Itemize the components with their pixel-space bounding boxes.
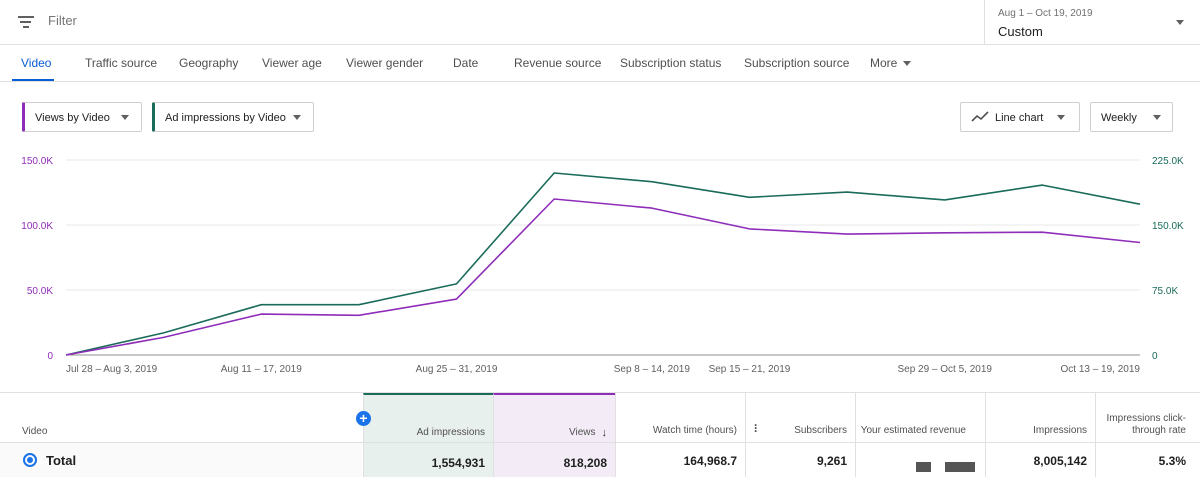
column-header-ad-impressions: Ad impressions (416, 427, 485, 438)
total-ctr: 5.3% (1158, 453, 1186, 468)
primary-metric-label: Views by Video (35, 112, 110, 124)
series-line-ad-impressions (65, 172, 1141, 356)
y-right-tick-label: 0 (1152, 351, 1158, 362)
column-header-watch-time: Watch time (hours) (652, 425, 737, 436)
sort-descending-icon: ↓ (601, 427, 608, 439)
tab-subscription-status[interactable]: Subscription status (620, 56, 722, 70)
total-label: Total (46, 453, 77, 468)
tab-date[interactable]: Date (453, 56, 479, 70)
redacted-value (945, 462, 975, 472)
y-left-tick-label: 0 (47, 351, 53, 362)
tab-more-label: More (870, 56, 898, 70)
chart-type-label: Line chart (995, 112, 1044, 124)
chevron-down-icon (1153, 115, 1161, 120)
tab-viewer-age[interactable]: Viewer age (262, 56, 322, 70)
column-header-views: Views (569, 427, 596, 438)
tab-more[interactable]: More (870, 56, 912, 70)
interval-label: Weekly (1101, 112, 1137, 124)
date-range-preset: Custom (998, 24, 1043, 39)
column-header-views-wrap: Views ↓ (494, 395, 607, 445)
total-row (0, 443, 362, 477)
column-ad-impressions[interactable]: Ad impressions 1,554,931 (363, 393, 493, 477)
active-tab-indicator (12, 79, 54, 81)
chart-type-select[interactable]: Line chart (960, 102, 1080, 132)
y-left-tick-label: 100.0K (21, 221, 53, 232)
column-ctr[interactable]: Impressions click-through rate 5.3% (1095, 393, 1200, 477)
metrics-table: Ad impressions 1,554,931 Views ↓ 818,208… (0, 392, 1200, 477)
chevron-down-icon (1176, 20, 1184, 25)
y-left-tick-label: 150.0K (21, 156, 53, 167)
y-right-tick-label: 150.0K (1152, 221, 1184, 232)
column-views[interactable]: Views ↓ 818,208 (493, 393, 615, 477)
column-header-ctr: Impressions click-through rate (1106, 413, 1186, 436)
secondary-metric-select[interactable]: Ad impressions by Video (152, 102, 314, 132)
add-metric-button[interactable]: + (356, 411, 371, 426)
column-estimated-revenue[interactable]: Your estimated revenue (855, 393, 985, 477)
total-radio[interactable] (23, 453, 37, 467)
x-tick-label: Oct 13 – 19, 2019 (1060, 364, 1140, 375)
tab-subscription-source[interactable]: Subscription source (744, 56, 850, 70)
x-tick-label: Sep 29 – Oct 5, 2019 (897, 364, 992, 375)
total-impressions: 8,005,142 (1033, 453, 1087, 468)
y-right-tick-label: 225.0K (1152, 156, 1184, 167)
column-header-subscribers: Subscribers (794, 425, 847, 436)
row-divider (0, 442, 1200, 443)
chevron-down-icon (1057, 115, 1065, 120)
chevron-down-icon (293, 115, 301, 120)
column-header-video: Video (22, 426, 48, 437)
tab-revenue-source[interactable]: Revenue source (514, 56, 602, 70)
date-range-text: Aug 1 – Oct 19, 2019 (998, 8, 1093, 19)
secondary-metric-label: Ad impressions by Video (165, 112, 286, 124)
dimension-tabs: Video Traffic source Geography Viewer ag… (0, 45, 1200, 82)
tab-video[interactable]: Video (21, 56, 52, 70)
x-tick-label: Aug 25 – 31, 2019 (416, 364, 498, 375)
chevron-down-icon (903, 61, 912, 66)
total-watch-time: 164,968.7 (683, 453, 737, 468)
x-tick-label: Sep 15 – 21, 2019 (709, 364, 791, 375)
filter-icon[interactable] (18, 15, 34, 29)
x-tick-label: Sep 8 – 14, 2019 (614, 364, 691, 375)
chevron-down-icon (121, 115, 129, 120)
more-vert-icon[interactable]: · · · (754, 418, 758, 438)
redacted-value (916, 462, 931, 472)
total-views: 818,208 (563, 455, 607, 470)
y-left-tick-label: 50.0K (27, 286, 53, 297)
tab-traffic-source[interactable]: Traffic source (85, 56, 158, 70)
total-subscribers: 9,261 (816, 453, 847, 468)
filter-input[interactable] (48, 13, 448, 28)
column-header-impressions: Impressions (1033, 425, 1087, 436)
y-right-tick-label: 75.0K (1152, 286, 1178, 297)
x-tick-label: Aug 11 – 17, 2019 (221, 364, 302, 375)
column-header-estimated-revenue: Your estimated revenue (860, 425, 966, 436)
interval-select[interactable]: Weekly (1090, 102, 1173, 132)
line-chart: 0 0 50.0K 75.0K 100.0K 150.0K 150.0K 225.0K Jul … (21, 156, 1184, 375)
x-tick-label: Jul 28 – Aug 3, 2019 (66, 364, 158, 375)
tab-geography[interactable]: Geography (179, 56, 239, 70)
filter-bar: Aug 1 – Oct 19, 2019 Custom (0, 0, 1200, 45)
date-range-picker[interactable]: Aug 1 – Oct 19, 2019 Custom (984, 0, 1200, 45)
total-ad-impressions: 1,554,931 (431, 455, 485, 470)
column-impressions[interactable]: Impressions 8,005,142 (985, 393, 1095, 477)
column-watch-time[interactable]: Watch time (hours) 164,968.7 (615, 393, 745, 477)
series-line-views (65, 198, 1141, 356)
tab-viewer-gender[interactable]: Viewer gender (346, 56, 424, 70)
column-subscribers[interactable]: · · · Subscribers 9,261 (745, 393, 855, 477)
line-chart-icon (971, 111, 989, 122)
primary-metric-select[interactable]: Views by Video (22, 102, 142, 132)
